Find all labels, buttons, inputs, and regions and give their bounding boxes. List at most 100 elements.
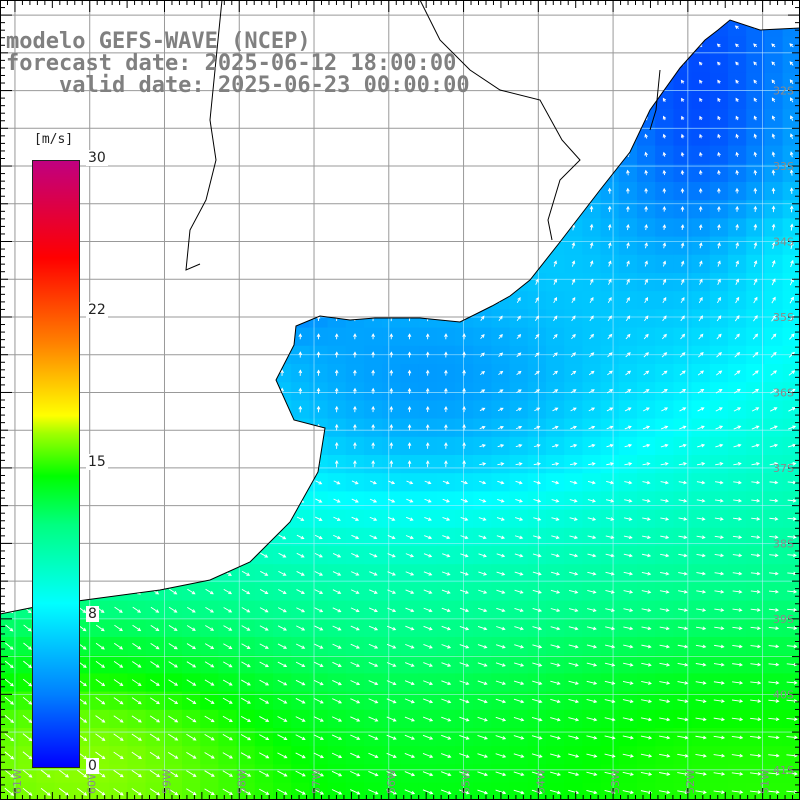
wind-arrow [444,223,448,231]
wind-cell [510,0,529,19]
wind-cell [145,127,165,147]
wind-arrow [189,114,193,121]
wind-cell [291,236,310,256]
wind-arrow [243,333,248,340]
wind-cell [254,109,274,128]
wind-arrow [626,115,630,121]
wind-arrow [25,296,30,304]
wind-cell [455,145,474,165]
wind-cell [163,546,183,565]
wind-cell [127,455,147,474]
wind-arrow [589,133,594,140]
wind-arrow [643,25,648,29]
wind-cell [145,382,165,401]
wind-arrow [61,114,66,121]
wind-arrow [735,8,738,11]
wind-arrow [80,405,84,413]
wind-arrow [207,151,212,158]
wind-cell [145,200,165,219]
wind-arrow [316,151,321,158]
wind-arrow [7,441,11,450]
wind-arrow [171,405,175,413]
wind-arrow [407,169,412,176]
wind-cell [527,236,547,256]
wind-cell [291,473,310,492]
wind-cell [254,473,274,492]
wind-cell [200,418,219,438]
wind-arrow [25,260,30,267]
wind-arrow [187,498,196,503]
wind-arrow [389,296,394,303]
wind-cell [418,254,438,274]
wind-arrow [98,405,102,413]
wind-cell [254,455,274,474]
wind-arrow [644,61,648,66]
wind-cell [182,782,201,800]
wind-arrow [316,223,321,231]
wind-arrow [171,114,175,121]
wind-cell [91,109,110,128]
wind-arrow [61,96,66,103]
wind-arrow [80,260,84,267]
wind-arrow [25,278,30,286]
wind-cell [254,782,274,800]
wind-arrow [189,405,193,413]
wind-arrow [25,114,30,121]
wind-arrow [7,205,11,213]
wind-cell [200,109,219,128]
wind-cell [400,218,420,238]
wind-cell [200,509,219,529]
wind-arrow [187,480,195,485]
wind-arrow [571,133,575,140]
wind-cell [655,54,674,74]
wind-arrow [134,387,139,395]
wind-cell [182,364,201,383]
wind-cell [782,72,800,92]
wind-cell [145,327,165,347]
wind-arrow [299,7,302,11]
wind-arrow [134,187,139,194]
wind-cell [582,72,602,92]
wind-cell [436,782,456,800]
wind-arrow [116,387,121,395]
wind-cell [782,127,800,147]
wind-arrow [134,96,139,103]
wind-cell [163,509,183,529]
wind-arrow [171,296,175,303]
wind-cell [764,20,784,37]
wind-cell [163,309,183,329]
wind-arrow [207,223,212,231]
wind-arrow [225,96,230,103]
wind-cell [473,127,492,147]
wind-arrow [298,114,303,121]
wind-cell [254,254,274,274]
wind-arrow [152,332,157,340]
wind-cell [182,473,201,492]
wind-arrow [80,169,84,176]
wind-arrow [480,169,485,176]
wind-cell [218,546,238,565]
wind-cell [564,127,583,147]
wind-arrow [371,169,375,176]
wind-cell [600,127,620,147]
wind-arrow [152,278,157,285]
wind-cell [564,0,583,19]
wind-cell [127,436,147,456]
wind-arrow [498,241,503,249]
wind-arrow [25,187,30,194]
wind-cell [455,236,474,256]
wind-cell [163,491,183,511]
wind-arrow [225,260,230,267]
wind-arrow [243,278,248,285]
wind-arrow [171,187,175,194]
wind-arrow [389,114,394,121]
wind-cell [509,782,529,800]
wind-cell [254,145,274,165]
wind-arrow [25,205,30,213]
wind-arrow [98,187,102,194]
wind-cell [91,327,110,347]
wind-arrow [680,43,685,48]
wind-arrow [790,8,794,11]
wind-arrow [134,223,139,231]
wind-arrow [262,169,266,176]
